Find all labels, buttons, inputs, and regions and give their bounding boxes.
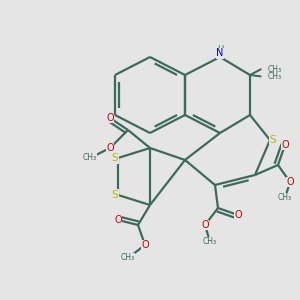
Text: S: S <box>270 135 276 145</box>
Text: CH₃: CH₃ <box>267 72 281 81</box>
Text: O: O <box>141 240 149 250</box>
Text: O: O <box>281 140 289 150</box>
Text: O: O <box>114 215 122 225</box>
Text: CH₃: CH₃ <box>278 194 292 202</box>
Text: S: S <box>112 153 118 163</box>
Text: O: O <box>106 143 114 153</box>
Text: O: O <box>201 220 209 230</box>
Text: O: O <box>106 113 114 123</box>
Text: O: O <box>234 210 242 220</box>
Text: S: S <box>112 190 118 200</box>
Text: CH₃: CH₃ <box>83 154 97 163</box>
Text: CH₃: CH₃ <box>121 254 135 262</box>
Text: H: H <box>217 45 223 54</box>
Text: O: O <box>286 177 294 187</box>
Text: CH₃: CH₃ <box>203 238 217 247</box>
Text: CH₃: CH₃ <box>267 64 281 74</box>
Text: N: N <box>216 48 224 59</box>
